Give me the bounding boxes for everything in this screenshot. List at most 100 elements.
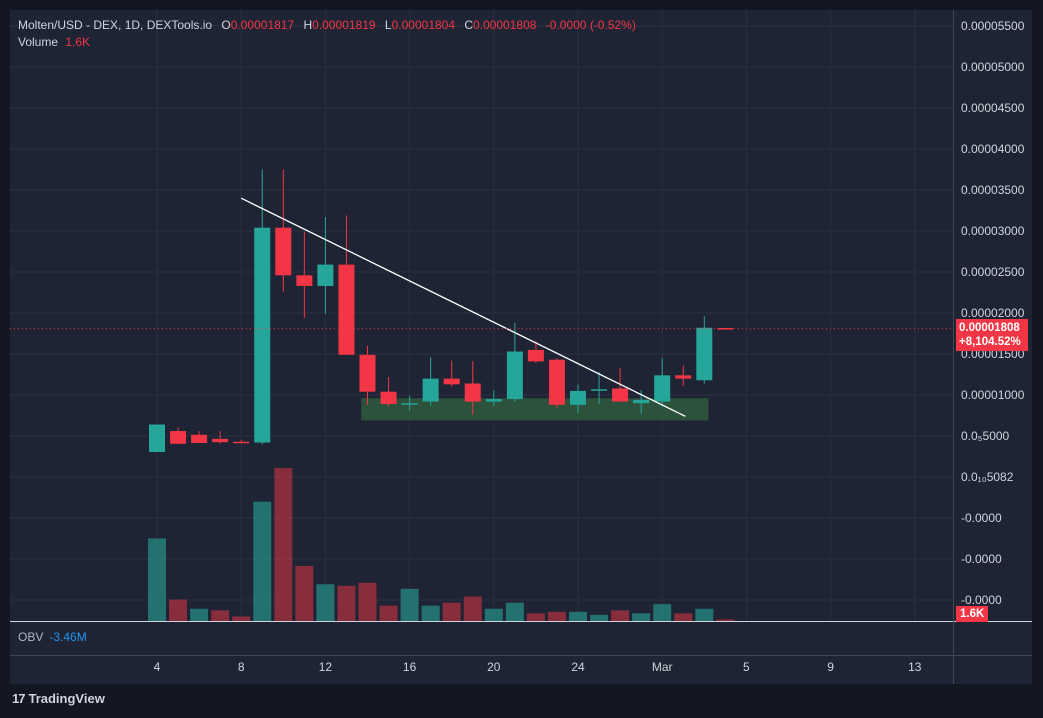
volume-bar (358, 582, 377, 621)
chart-legend: Molten/USD - DEX, 1D, DEXTools.io O0.000… (18, 17, 636, 51)
open-value: 0.00001817 (230, 18, 295, 32)
chart-frame (10, 10, 1032, 684)
volume-bar (611, 610, 630, 621)
x-tick-label: 9 (827, 660, 834, 674)
last-price-value: 0.00001808 (959, 322, 1020, 334)
brand-name: TradingView (28, 691, 105, 706)
volume-bar (484, 608, 503, 621)
candle-body (275, 227, 292, 276)
volume-bar (505, 602, 524, 621)
y-tick-label: 0.00002500 (961, 265, 1025, 279)
low-value: 0.00001804 (391, 18, 456, 32)
volume-bar (253, 501, 272, 621)
y-tick-label: -0.0000 (961, 511, 1002, 525)
candle-body (170, 431, 187, 444)
obv-value: -3.46M (49, 630, 87, 644)
volume-value: 1.6K (65, 35, 91, 49)
candle-body (654, 375, 671, 402)
candle-body (485, 399, 502, 402)
volume-bar (421, 605, 440, 621)
close-label: C (464, 18, 474, 32)
high-label: H (303, 18, 313, 32)
y-tick-label: 0.00003000 (961, 224, 1025, 238)
volume-tag: 1.6K (956, 606, 989, 622)
volume-bar (316, 584, 335, 621)
volume-bar (379, 605, 398, 621)
open-label: O (221, 18, 231, 32)
candle-body (696, 327, 713, 381)
x-tick-label: 5 (743, 660, 750, 674)
y-tick-label: 0.0₅5000 (961, 429, 1010, 443)
candle-body (380, 391, 397, 405)
y-tick-label: 0.00004500 (961, 101, 1025, 115)
y-tick-label: -0.0000 (961, 552, 1002, 566)
volume-bar (400, 588, 419, 621)
candle-body (506, 351, 523, 400)
high-value: 0.00001819 (312, 18, 376, 32)
volume-bar (547, 611, 566, 621)
support-zone (361, 398, 709, 421)
candle-body (359, 354, 376, 392)
y-tick-label: 0.00005000 (961, 60, 1025, 74)
volume-bar (295, 565, 314, 621)
volume-bar (632, 613, 651, 621)
x-tick-label: 20 (487, 660, 501, 674)
y-tick-label: 0.00004000 (961, 142, 1025, 156)
volume-bar (232, 616, 251, 621)
obv-legend: OBV -3.46M (18, 630, 87, 644)
candle-body (233, 441, 250, 444)
symbol-title: Molten/USD - DEX, 1D, DEXTools.io (18, 18, 213, 32)
candle-body (633, 399, 650, 404)
candle-body (527, 349, 544, 362)
tradingview-logo-icon: 17 (12, 691, 26, 706)
y-tick-label: 0.00005500 (961, 19, 1025, 33)
tradingview-brand[interactable]: 17 TradingView (12, 691, 105, 706)
x-tick-label: 16 (403, 660, 417, 674)
volume-bar (169, 599, 188, 621)
support-zone-layer (361, 398, 709, 421)
close-value: 0.00001808 (473, 18, 537, 32)
volume-bar (653, 604, 672, 621)
x-tick-label: Mar (652, 660, 673, 674)
low-label: L (384, 18, 392, 32)
candle-body (317, 264, 334, 286)
y-tick-label: -0.0000 (961, 593, 1002, 607)
candle-body (254, 227, 271, 443)
y-tick-label: 0.00003500 (961, 183, 1025, 197)
trendline (240, 197, 686, 417)
volume-bar (337, 585, 356, 621)
volume-bar (211, 610, 230, 621)
volume-bar (716, 619, 735, 621)
volume-bar (274, 468, 293, 621)
volume-bar (190, 608, 209, 621)
candle-body (570, 390, 586, 405)
y-tick-label: 0.00001000 (961, 388, 1025, 402)
candle-body (675, 375, 692, 379)
x-tick-label: 8 (238, 660, 245, 674)
candle-body (612, 388, 629, 402)
candle-body (443, 378, 460, 385)
volume-bar (442, 602, 461, 621)
candle-body (548, 359, 565, 405)
volume-bar (148, 538, 166, 621)
y-tick-label: 0.00002000 (961, 306, 1025, 320)
x-tick-label: 13 (908, 660, 922, 674)
candle-body (464, 383, 481, 402)
volume-bar (590, 614, 609, 621)
volume-bar (463, 596, 482, 621)
candle-body (422, 378, 439, 402)
last-price-tag: 0.00001808 +8,104.52% (956, 319, 1028, 351)
candle-body (191, 434, 208, 443)
volume-bar (674, 613, 693, 621)
change-value: -0.0000 (-0.52%) (545, 18, 636, 32)
last-price-change: +8,104.52% (959, 336, 1021, 348)
volume-bar (569, 611, 587, 621)
volume-bar (526, 613, 545, 621)
candle-body (149, 424, 165, 452)
price-candles (149, 169, 734, 452)
candle-body (296, 275, 313, 286)
x-tick-label: 12 (319, 660, 333, 674)
volume-bar (695, 608, 714, 621)
candle-body (338, 264, 355, 355)
